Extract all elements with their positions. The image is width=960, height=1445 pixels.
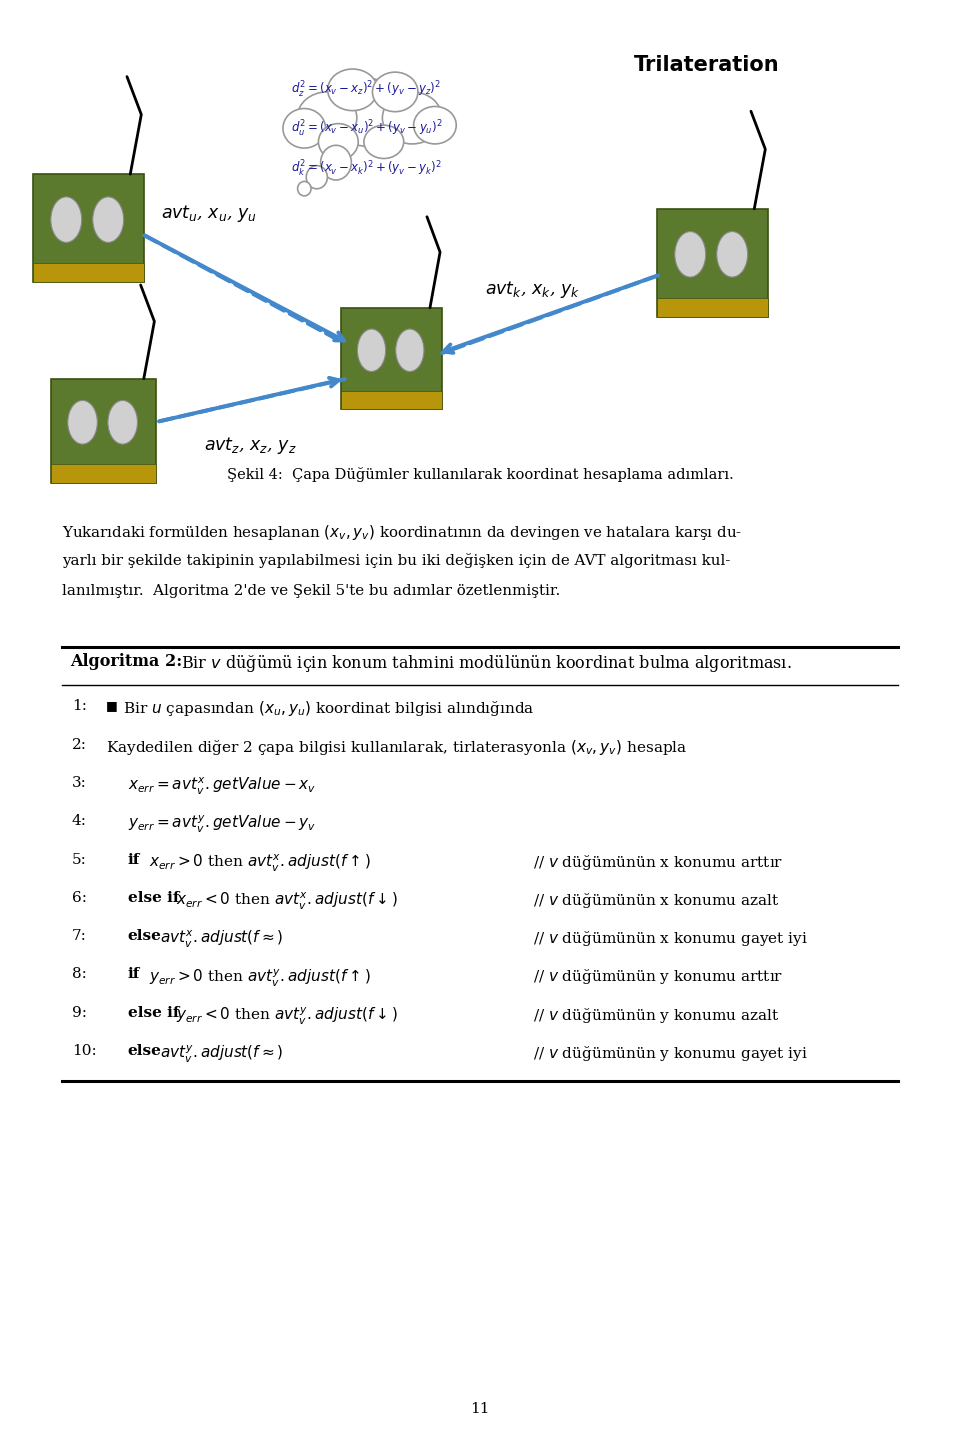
Ellipse shape xyxy=(327,69,377,111)
Ellipse shape xyxy=(108,400,137,444)
Text: $d_k^2=(x_v-x_k)^2+(y_v-y_k)^2$: $d_k^2=(x_v-x_k)^2+(y_v-y_k)^2$ xyxy=(292,159,443,179)
Text: 2:: 2: xyxy=(72,737,87,751)
Text: Bir $u$ çapasından $(x_u, y_u)$ koordinat bilgisi alındığında: Bir $u$ çapasından $(x_u, y_u)$ koordina… xyxy=(123,699,535,718)
Ellipse shape xyxy=(319,124,358,160)
Text: else if: else if xyxy=(128,890,180,905)
Ellipse shape xyxy=(283,108,325,147)
Text: 3:: 3: xyxy=(72,776,86,790)
Text: 6:: 6: xyxy=(72,890,87,905)
Ellipse shape xyxy=(327,79,412,146)
Text: 7:: 7: xyxy=(72,929,86,944)
Text: 1:: 1: xyxy=(72,699,87,714)
Ellipse shape xyxy=(675,231,706,277)
Text: // $v$ düğümünün x konumu arttır: // $v$ düğümünün x konumu arttır xyxy=(533,853,783,871)
Text: 5:: 5: xyxy=(72,853,86,867)
Text: Trilateration: Trilateration xyxy=(634,55,780,75)
Text: 11: 11 xyxy=(470,1402,490,1416)
Ellipse shape xyxy=(321,146,351,181)
Text: $x_{err} > 0$ then $avt^x_v.adjust(f\uparrow)$: $x_{err} > 0$ then $avt^x_v.adjust(f\upa… xyxy=(149,853,371,874)
Text: // $v$ düğümünün x konumu gayet iyi: // $v$ düğümünün x konumu gayet iyi xyxy=(533,929,807,948)
Ellipse shape xyxy=(68,400,97,444)
Text: else: else xyxy=(128,929,161,944)
Ellipse shape xyxy=(372,72,418,111)
FancyBboxPatch shape xyxy=(657,210,768,318)
Ellipse shape xyxy=(51,197,82,243)
Text: Yukarıdaki formülden hesaplanan $(x_v, y_v)$ koordinatının da devingen ve hatala: Yukarıdaki formülden hesaplanan $(x_v, y… xyxy=(62,523,742,542)
Ellipse shape xyxy=(396,329,424,371)
Text: $avt^y_v.adjust(f\approx)$: $avt^y_v.adjust(f\approx)$ xyxy=(160,1043,284,1065)
Ellipse shape xyxy=(357,329,386,371)
Text: // $v$ düğümünün y konumu azalt: // $v$ düğümünün y konumu azalt xyxy=(533,1006,780,1025)
Text: $y_{err} < 0$ then $avt^y_v.adjust(f\downarrow)$: $y_{err} < 0$ then $avt^y_v.adjust(f\dow… xyxy=(176,1006,397,1027)
Ellipse shape xyxy=(717,231,748,277)
FancyBboxPatch shape xyxy=(657,298,768,318)
Text: $d_u^2=(x_v-x_u)^2+(y_v-y_u)^2$: $d_u^2=(x_v-x_u)^2+(y_v-y_u)^2$ xyxy=(292,120,444,139)
Text: // $v$ düğümünün y konumu gayet iyi: // $v$ düğümünün y konumu gayet iyi xyxy=(533,1043,807,1064)
Ellipse shape xyxy=(306,166,327,189)
FancyBboxPatch shape xyxy=(33,173,143,283)
FancyBboxPatch shape xyxy=(51,464,156,483)
Text: $avt^x_v.adjust(f\approx)$: $avt^x_v.adjust(f\approx)$ xyxy=(160,929,284,951)
Ellipse shape xyxy=(364,126,404,159)
Text: $avt_k$, $x_k$, $y_k$: $avt_k$, $x_k$, $y_k$ xyxy=(485,279,580,299)
Text: else if: else if xyxy=(128,1006,180,1020)
Text: else: else xyxy=(128,1043,161,1058)
Text: Kaydedilen diğer 2 çapa bilgisi kullanılarak, tirlaterasyonla $(x_v, y_v)$ hesap: Kaydedilen diğer 2 çapa bilgisi kullanıl… xyxy=(106,737,687,757)
Ellipse shape xyxy=(382,92,442,144)
Ellipse shape xyxy=(414,107,456,144)
Text: $y_{err} = avt^y_v.getValue - y_v$: $y_{err} = avt^y_v.getValue - y_v$ xyxy=(128,815,316,835)
FancyBboxPatch shape xyxy=(51,379,156,483)
Text: $x_{err} < 0$ then $avt^x_v.adjust(f\downarrow)$: $x_{err} < 0$ then $avt^x_v.adjust(f\dow… xyxy=(176,890,397,912)
Text: // $v$ düğümünün y konumu arttır: // $v$ düğümünün y konumu arttır xyxy=(533,968,783,987)
Text: Bir $v$ düğümü için konum tahmini modülünün koordinat bulma algoritması.: Bir $v$ düğümü için konum tahmini modülü… xyxy=(176,653,791,675)
Text: Şekil 4:  Çapa Düğümler kullanılarak koordinat hesaplama adımları.: Şekil 4: Çapa Düğümler kullanılarak koor… xyxy=(227,467,733,481)
Text: ■: ■ xyxy=(106,699,117,712)
FancyBboxPatch shape xyxy=(342,390,442,409)
Text: $avt_u$, $x_u$, $y_u$: $avt_u$, $x_u$, $y_u$ xyxy=(161,204,257,224)
Ellipse shape xyxy=(93,197,124,243)
Text: $x_{err} = avt^x_v.getValue - x_v$: $x_{err} = avt^x_v.getValue - x_v$ xyxy=(128,776,316,798)
Text: 9:: 9: xyxy=(72,1006,87,1020)
Text: if: if xyxy=(128,853,140,867)
Text: 4:: 4: xyxy=(72,815,87,828)
Text: $d_z^2=(x_v-x_z)^2+(y_v-y_z)^2$: $d_z^2=(x_v-x_z)^2+(y_v-y_z)^2$ xyxy=(292,79,442,100)
Text: $avt_z$, $x_z$, $y_z$: $avt_z$, $x_z$, $y_z$ xyxy=(204,435,297,455)
Text: 10:: 10: xyxy=(72,1043,97,1058)
FancyBboxPatch shape xyxy=(342,308,442,409)
Ellipse shape xyxy=(298,92,357,144)
Text: if: if xyxy=(128,968,140,981)
Text: // $v$ düğümünün x konumu azalt: // $v$ düğümünün x konumu azalt xyxy=(533,890,780,910)
Text: $y_{err} > 0$ then $avt^y_v.adjust(f\uparrow)$: $y_{err} > 0$ then $avt^y_v.adjust(f\upa… xyxy=(149,968,371,988)
Ellipse shape xyxy=(298,182,311,197)
Text: lanılmıştır.  Algoritma 2'de ve Şekil 5'te bu adımlar özetlenmiştir.: lanılmıştır. Algoritma 2'de ve Şekil 5't… xyxy=(62,584,561,598)
Text: yarlı bir şekilde takipinin yapılabilmesi için bu iki değişken için de AVT algor: yarlı bir şekilde takipinin yapılabilmes… xyxy=(62,553,731,568)
FancyBboxPatch shape xyxy=(33,263,143,283)
Text: Algoritma 2:: Algoritma 2: xyxy=(70,653,182,670)
Text: 8:: 8: xyxy=(72,968,86,981)
